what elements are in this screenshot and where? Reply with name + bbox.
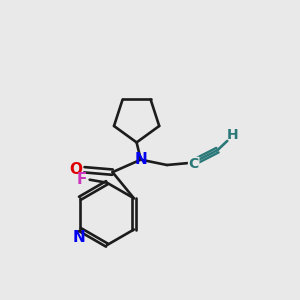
Text: N: N <box>73 230 86 245</box>
Text: O: O <box>70 162 83 177</box>
Text: H: H <box>227 128 239 142</box>
Text: N: N <box>135 152 148 166</box>
Text: F: F <box>76 172 87 187</box>
Text: C: C <box>188 158 199 171</box>
